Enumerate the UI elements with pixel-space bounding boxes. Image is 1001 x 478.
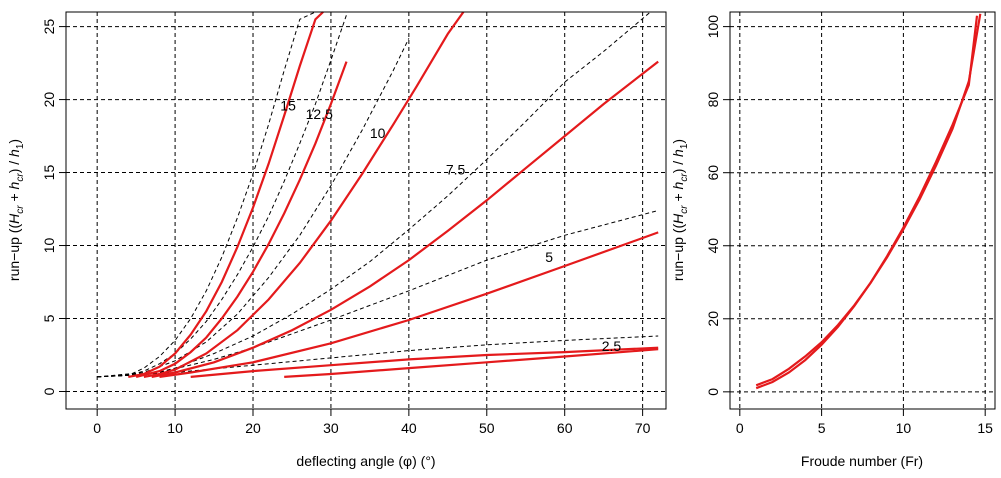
left-solid-curve (143, 11, 465, 378)
left-x-tick-label: 30 (323, 420, 339, 436)
left-y-tick-label: 10 (41, 238, 57, 254)
left-solid-curve (284, 348, 659, 378)
left-solid-curve (128, 11, 324, 378)
left-y-tick-label: 15 (41, 165, 57, 181)
left-dashed-curve (97, 11, 651, 378)
right-y-tick-label: 60 (705, 165, 721, 181)
curve-label: 12,5 (306, 106, 333, 122)
left-dashed-curve (97, 11, 316, 378)
right-x-tick-label: 10 (896, 420, 912, 436)
right-plot-frame (729, 11, 996, 410)
left-y-tick-label: 20 (41, 92, 57, 108)
right-x-tick-label: 15 (977, 420, 993, 436)
right-x-ticks: 0 5 10 15 (736, 409, 993, 436)
right-y-axis-label: run−up ((Hcr + hcr) / h1) (670, 139, 690, 281)
left-x-tick-label: 0 (93, 420, 101, 436)
left-plot-frame (65, 11, 667, 410)
left-x-tick-label: 60 (557, 420, 573, 436)
right-x-tick-label: 5 (818, 420, 826, 436)
right-solid-curve (755, 13, 982, 387)
right-y-tick-label: 0 (705, 388, 721, 396)
left-dashed-curves (97, 11, 659, 378)
right-y-tick-label: 80 (705, 92, 721, 108)
right-grid (730, 12, 995, 409)
left-x-axis-label: deflecting angle (φ) (°) (296, 453, 435, 469)
left-solid-curve (190, 346, 659, 378)
right-solid-curves (755, 13, 982, 390)
left-x-ticks: 0 10 20 30 40 50 60 70 (93, 409, 651, 436)
curve-label: 10 (370, 125, 386, 141)
left-dashed-curve (97, 210, 659, 378)
left-panel: 15 12,5 10 7.5 5 2.5 0 10 20 30 40 50 60 70 0 5 10 15 20… (6, 11, 667, 469)
right-y-tick-label: 100 (705, 15, 721, 39)
left-y-tick-label: 0 (41, 387, 57, 395)
left-y-axis-label: run−up ((Hcr + hcr) / h1) (6, 139, 26, 281)
left-y-tick-label: 5 (41, 314, 57, 322)
left-y-ticks: 0 5 10 15 20 25 (41, 19, 66, 395)
right-y-tick-label: 20 (705, 311, 721, 327)
right-panel: 0 5 10 15 0 20 40 60 80 100 Froude number (Fr) r… (670, 11, 996, 469)
curve-label: 2.5 (602, 338, 622, 354)
left-x-tick-label: 50 (479, 420, 495, 436)
left-solid-curve (135, 61, 348, 378)
curve-label: 5 (545, 249, 553, 265)
left-dashed-curve (97, 14, 347, 378)
left-x-tick-label: 20 (245, 420, 261, 436)
right-x-tick-label: 0 (736, 420, 744, 436)
left-solid-curve (159, 231, 659, 378)
left-y-tick-label: 25 (41, 19, 57, 35)
left-dashed-curve (97, 38, 410, 378)
left-dashed-curve (97, 335, 659, 378)
curve-label: 15 (280, 97, 296, 113)
left-x-tick-label: 40 (401, 420, 417, 436)
left-x-tick-label: 70 (635, 420, 651, 436)
left-solid-curve (151, 60, 659, 378)
right-solid-curve (755, 15, 979, 390)
left-solid-curves (128, 11, 659, 378)
left-curve-labels: 15 12,5 10 7.5 5 2.5 (280, 97, 621, 354)
left-x-tick-label: 10 (167, 420, 183, 436)
right-y-ticks: 0 20 40 60 80 100 (705, 15, 730, 396)
curve-label: 7.5 (446, 162, 466, 178)
right-x-axis-label: Froude number (Fr) (801, 453, 923, 469)
left-grid (66, 12, 666, 409)
right-y-tick-label: 40 (705, 238, 721, 254)
